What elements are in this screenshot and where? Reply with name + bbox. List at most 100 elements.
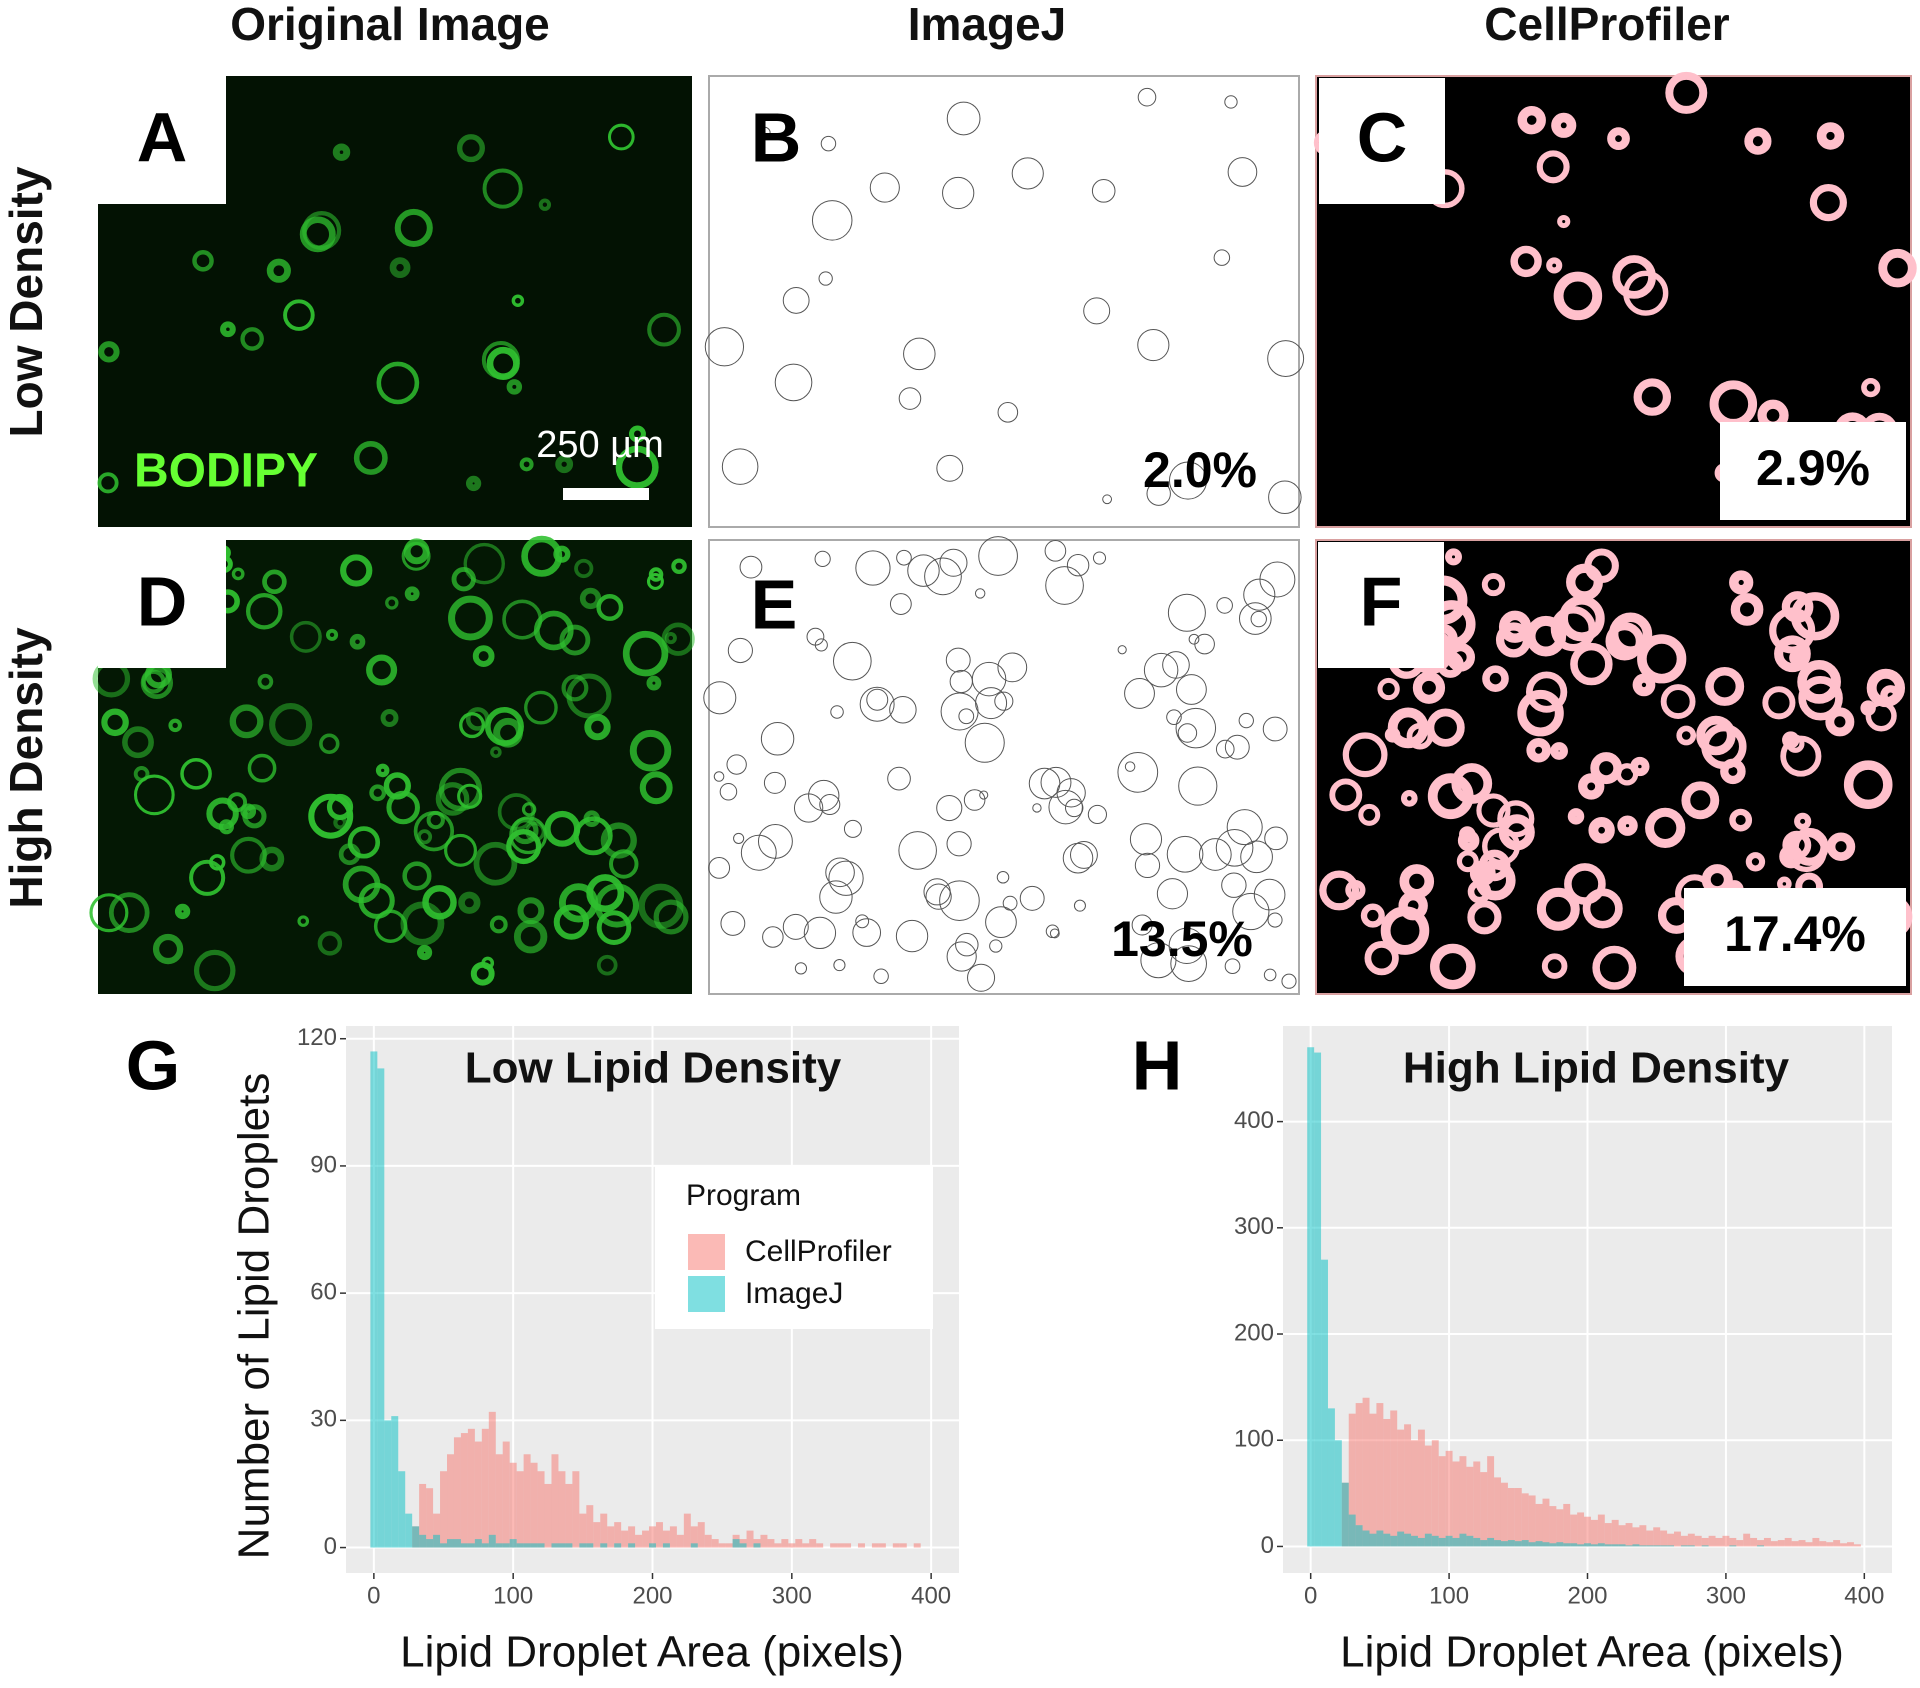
cell-outline [1102, 494, 1113, 505]
cell-outline [964, 722, 1005, 763]
cell-mask [1665, 71, 1708, 114]
histogram-bar [655, 1522, 663, 1548]
cell-outline [975, 687, 1008, 720]
cell-blob [486, 346, 520, 381]
cell-mask [1861, 378, 1881, 398]
x-tick-label: 0 [1304, 1582, 1317, 1609]
cell-outline [1073, 899, 1086, 912]
legend-swatch [688, 1276, 725, 1312]
cell-mask [1729, 570, 1754, 595]
histogram-bar [774, 1543, 782, 1548]
cell-mask [1676, 725, 1697, 746]
cell-outline [1083, 297, 1111, 325]
histogram-bar [377, 1068, 385, 1548]
histogram-bar [370, 1051, 378, 1548]
histogram-bar [1487, 1537, 1495, 1547]
cell-blob [192, 250, 214, 272]
histogram-bar [426, 1488, 434, 1548]
y-tick-label: 60 [310, 1278, 337, 1305]
cell-outline [1267, 340, 1305, 378]
histogram-bar [426, 1539, 434, 1548]
cell-blob [646, 573, 664, 590]
cell-blob [502, 599, 543, 640]
y-tick-label: 30 [310, 1406, 337, 1433]
cell-outline [1178, 766, 1218, 806]
panel-letter: H [1132, 1026, 1183, 1104]
cell-outline [946, 941, 977, 972]
histogram-bar [460, 1543, 468, 1548]
cell-blob [380, 709, 399, 727]
legend-swatch [688, 1234, 725, 1270]
histogram-bar [1729, 1545, 1737, 1547]
histogram-bar [1376, 1403, 1384, 1547]
histogram-bar [530, 1543, 538, 1548]
cell-outline [1137, 87, 1157, 107]
cell-mask [1536, 150, 1570, 184]
histogram-bar [871, 1543, 879, 1548]
cell-outline [942, 176, 975, 210]
histogram-bar [1570, 1514, 1578, 1547]
histogram-bar [892, 1543, 900, 1548]
histogram-bar [725, 1543, 733, 1548]
cell-mask [1798, 676, 1843, 721]
cell-outline [1166, 709, 1182, 725]
y-tick-label: 0 [1261, 1532, 1274, 1559]
histogram-bar [1404, 1533, 1412, 1547]
histogram-bar [1729, 1537, 1737, 1547]
histogram-bar [628, 1543, 636, 1548]
cell-blob [325, 628, 339, 641]
cell-outline [997, 402, 1019, 423]
cell-blob [448, 595, 493, 641]
histogram-bar [1784, 1537, 1792, 1547]
chart-title: Low Lipid Density [465, 1044, 842, 1093]
histogram-bar [816, 1543, 824, 1548]
cell-outline [1226, 809, 1263, 846]
y-tick-label: 0 [324, 1533, 337, 1560]
x-axis-label: Lipid Droplet Area (pixels) [1340, 1628, 1844, 1677]
cell-mask [1482, 665, 1509, 692]
cell-blob [218, 819, 234, 835]
cell-outline [1019, 885, 1045, 911]
cell-blob [108, 892, 150, 933]
x-tick-label: 200 [632, 1582, 672, 1609]
cell-mask [1398, 891, 1428, 921]
histogram-bar [809, 1539, 817, 1548]
cell-outline [1049, 928, 1060, 939]
histogram-bar [447, 1539, 454, 1548]
histogram-bar [1777, 1540, 1785, 1547]
cell-outline [1134, 852, 1161, 879]
cell-mask [1426, 708, 1465, 747]
histogram-bar [558, 1471, 566, 1548]
cell-mask [1517, 105, 1546, 135]
cell-blob [220, 321, 236, 338]
cell-outline [1198, 838, 1232, 871]
cell-blob [465, 475, 482, 492]
histogram-bar [1334, 1440, 1342, 1547]
cell-outline [819, 880, 853, 914]
histogram-bar [1625, 1523, 1633, 1547]
cell-outline [924, 557, 962, 596]
cell-outline [1263, 968, 1277, 982]
histogram-bar [1597, 1514, 1605, 1547]
cell-blob [386, 790, 420, 825]
cell-blob [489, 915, 508, 934]
cell-blob [482, 168, 523, 209]
histogram-bar [1618, 1544, 1626, 1547]
cell-outline [721, 448, 759, 485]
cell-outline [1175, 674, 1207, 705]
cell-outline [889, 593, 912, 615]
y-tick-label: 400 [1234, 1107, 1274, 1134]
cell-blob [596, 954, 618, 976]
cell-outline [1264, 826, 1288, 851]
cell-mask [1590, 752, 1623, 785]
cell-outline [1066, 553, 1090, 577]
cell-outline [1146, 481, 1171, 506]
cell-outline [963, 789, 986, 811]
histogram-bar [1459, 1456, 1467, 1547]
cell-outline [760, 722, 795, 756]
cell-mask [1584, 548, 1619, 584]
column-header: ImageJ [908, 0, 1067, 50]
histogram-bar [474, 1441, 482, 1548]
histogram-bar [509, 1462, 517, 1548]
cell-outline [1032, 803, 1042, 813]
